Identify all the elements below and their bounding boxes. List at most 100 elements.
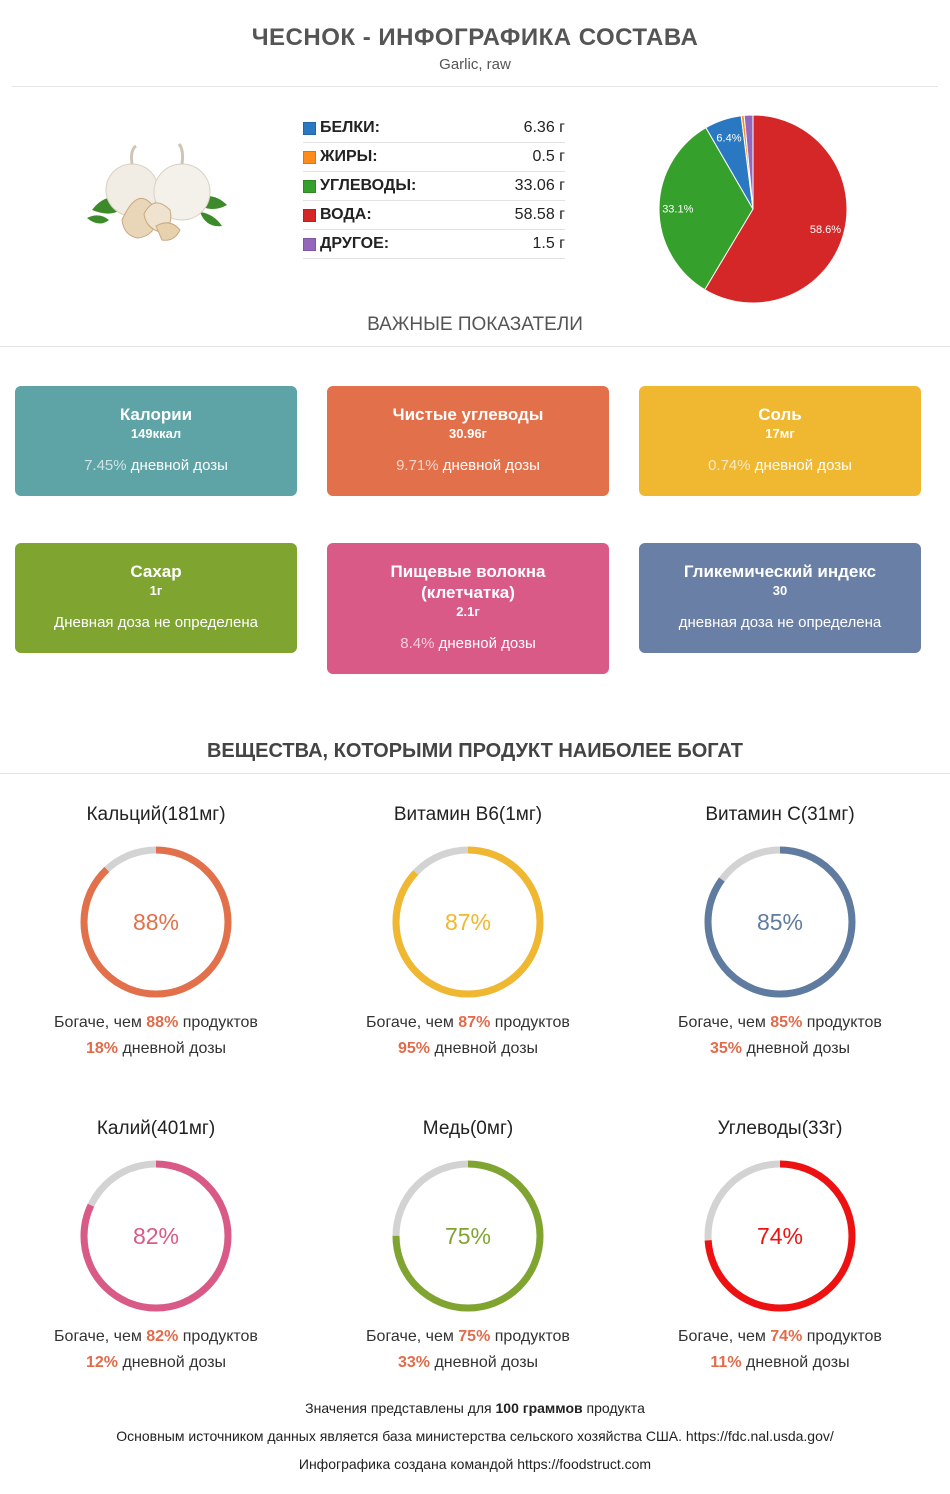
nutrient-ring: 87% [392, 846, 544, 998]
nutrient-ring: 88% [80, 846, 232, 998]
nutrient-ring: 75% [392, 1160, 544, 1312]
daily-suffix: дневной дозы [430, 1354, 539, 1371]
card-value: 30 [772, 583, 788, 598]
daily-dose-text: 35% дневной дозы [630, 1040, 930, 1058]
daily-pct: 11% [710, 1354, 742, 1371]
nutrient-ring: 85% [704, 846, 856, 998]
card-sugar: Сахар 1г Дневная доза не определена [15, 543, 297, 653]
footer-source[interactable]: Основным источником данных является база… [116, 1428, 834, 1444]
richer-suffix: продуктов [490, 1014, 570, 1031]
card-calories: Калории 149ккал 7.45% дневной дозы [15, 386, 297, 496]
nutrient-carbohydrates: Углеводы(33г) 74% Богаче, чем 74% продук… [630, 1118, 930, 1372]
nutrient-copper: Медь(0мг) 75% Богаче, чем 75% продуктов … [318, 1118, 618, 1372]
pie-label: 6.4% [716, 133, 741, 145]
macro-label: ДРУГОЕ: [320, 235, 390, 252]
composition-pie-chart: 58.6% 33.1% 6.4% [658, 114, 848, 304]
ring-label: 82% [133, 1223, 179, 1249]
water-swatch [303, 208, 316, 222]
card-value: 30.96г [449, 426, 487, 441]
card-daily: 8.4% дневной дозы [327, 635, 609, 652]
ring-label: 87% [445, 909, 491, 935]
ring-label: 74% [757, 1223, 803, 1249]
card-daily-text: дневной дозы [750, 457, 852, 474]
richer-suffix: продуктов [178, 1014, 258, 1031]
card-fiber: Пищевые волокна (клетчатка) 2.1г 8.4% дн… [327, 543, 609, 674]
card-daily: Дневная доза не определена [15, 614, 297, 631]
nutrient-title: Витамин C [705, 804, 801, 825]
nutrient-vitamin-b6: Витамин B6(1мг) 87% Богаче, чем 87% прод… [318, 804, 618, 1058]
card-daily: дневная доза не определена [639, 614, 921, 631]
footer-serving-note: Значения представлены для 100 граммов пр… [0, 1400, 950, 1416]
richer-prefix: Богаче, чем [366, 1328, 459, 1345]
card-title: Сахар [130, 562, 182, 581]
daily-suffix: дневной дозы [118, 1040, 227, 1057]
richer-pct: 85% [770, 1014, 803, 1031]
card-daily: 7.45% дневной дозы [15, 457, 297, 474]
card-daily-text: Дневная доза не определена [54, 614, 258, 631]
macro-value: 0.5 г [532, 148, 565, 165]
richer-prefix: Богаче, чем [678, 1328, 771, 1345]
ring-arc [80, 1160, 232, 1312]
pie-slice [743, 114, 754, 210]
richer-than-text: Богаче, чем 88% продуктов [6, 1014, 306, 1032]
nutrient-name: Кальций(181мг) [6, 804, 306, 830]
macro-value: 33.06 г [514, 177, 565, 194]
richer-suffix: продуктов [802, 1014, 882, 1031]
ring-arc [80, 846, 232, 998]
footer-credits[interactable]: Инфографика создана командой https://foo… [298, 1456, 652, 1472]
nutrient-name: Витамин B6(1мг) [318, 804, 618, 830]
daily-pct: 18% [85, 1040, 118, 1057]
nutrient-potassium: Калий(401мг) 82% Богаче, чем 82% продукт… [6, 1118, 306, 1372]
card-salt: Соль 17мг 0.74% дневной дозы [639, 386, 921, 496]
nutrient-title: Медь [422, 1118, 470, 1139]
card-value: 17мг [765, 426, 795, 441]
nutrient-name: Калий(401мг) [6, 1118, 306, 1144]
pie-label: 33.1% [662, 203, 693, 215]
richer-pct: 87% [458, 1014, 491, 1031]
richer-suffix: продуктов [802, 1328, 882, 1345]
richer-than-text: Богаче, чем 75% продуктов [318, 1328, 618, 1346]
nutrient-title: Калий [96, 1118, 151, 1139]
card-daily-text: дневной дозы [438, 457, 540, 474]
ring-arc [392, 846, 544, 998]
macro-table: БЕЛКИ: 6.36 г ЖИРЫ: 0.5 г УГЛЕВОДЫ: 33.0… [303, 114, 565, 259]
richer-pct: 82% [146, 1328, 179, 1345]
card-daily-pct: 7.45% [84, 457, 127, 474]
card-daily-text: дневная доза не определена [678, 614, 882, 631]
nutrient-amount: (181мг) [161, 804, 226, 825]
carbs-swatch [303, 179, 316, 193]
garlic-image [87, 143, 227, 241]
daily-pct: 12% [85, 1354, 118, 1371]
card-value: 149ккал [130, 426, 182, 441]
macro-row-other: ДРУГОЕ: 1.5 г [303, 230, 565, 259]
macro-row-protein: БЕЛКИ: 6.36 г [303, 114, 565, 143]
nutrient-amount: (31мг) [800, 804, 855, 825]
richer-prefix: Богаче, чем [54, 1328, 147, 1345]
daily-suffix: дневной дозы [742, 1040, 851, 1057]
ring-arc [392, 1160, 544, 1312]
nutrient-amount: (1мг) [498, 804, 543, 825]
key-indicators-heading: ВАЖНЫЕ ПОКАЗАТЕЛИ [367, 314, 583, 335]
macro-row-carbs: УГЛЕВОДЫ: 33.06 г [303, 172, 565, 201]
card-title: Гликемический индекс [683, 562, 877, 581]
card-title: Чистые углеводы [392, 405, 544, 424]
daily-pct: 95% [397, 1040, 430, 1057]
divider [12, 86, 938, 87]
ring-arc [704, 1160, 856, 1312]
richer-suffix: продуктов [490, 1328, 570, 1345]
richer-pct: 74% [770, 1328, 803, 1345]
card-glycemic-index: Гликемический индекс 30 дневная доза не … [639, 543, 921, 653]
page-title: ЧЕСНОК - ИНФОГРАФИКА СОСТАВА [251, 24, 699, 51]
card-daily-pct: 9.71% [396, 457, 439, 474]
card-net-carbs: Чистые углеводы 30.96г 9.71% дневной доз… [327, 386, 609, 496]
nutrient-name: Углеводы(33г) [630, 1118, 930, 1144]
richer-than-text: Богаче, чем 85% продуктов [630, 1014, 930, 1032]
nutrient-ring: 74% [704, 1160, 856, 1312]
richer-prefix: Богаче, чем [366, 1014, 459, 1031]
daily-dose-text: 95% дневной дозы [318, 1040, 618, 1058]
nutrient-vitamin-c: Витамин C(31мг) 85% Богаче, чем 85% прод… [630, 804, 930, 1058]
macro-label: БЕЛКИ: [320, 119, 380, 136]
card-daily: 9.71% дневной дозы [327, 457, 609, 474]
macro-label: ВОДА: [320, 206, 372, 223]
divider [0, 346, 950, 347]
